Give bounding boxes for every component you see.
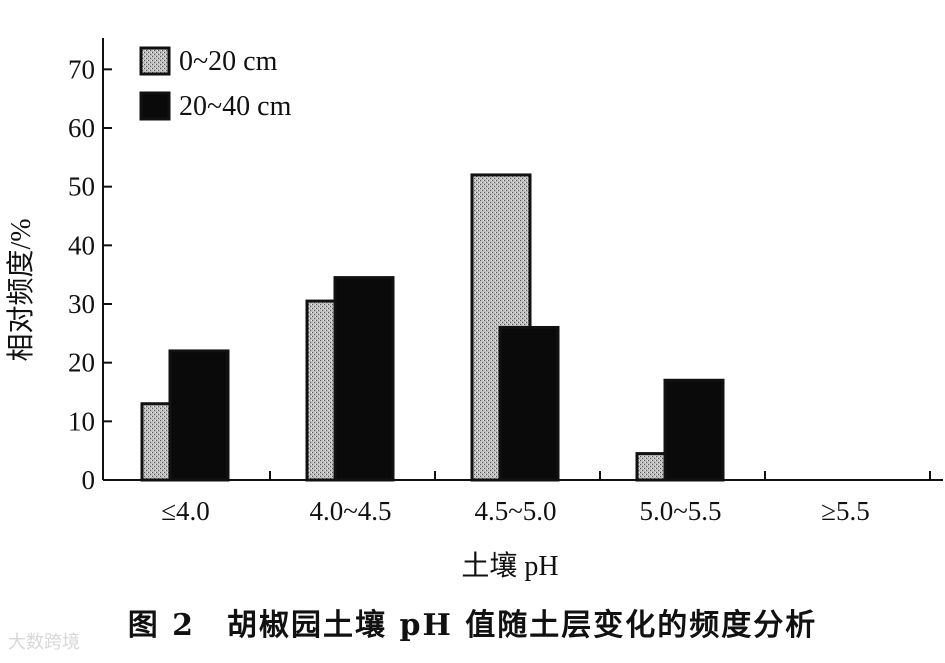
y-tick-label: 20: [68, 348, 95, 378]
bar-chart: 0 10 20 30 40 50 60 70 ≤4.0 4.0~4.5 4.5~5.0 5.0~5.5…: [5, 38, 943, 582]
legend: 0~20 cm 20~40 cm: [139, 46, 292, 122]
bars: [140, 173, 725, 482]
y-tick-label: 70: [68, 54, 95, 84]
bar-series-2: [498, 325, 560, 482]
bar-series-2: [663, 378, 725, 482]
legend-label: 0~20 cm: [179, 46, 278, 77]
y-tick-label: 40: [68, 230, 95, 260]
axes: 0 10 20 30 40 50 60 70 ≤4.0 4.0~4.5 4.5~5.0 5.0~5.5…: [68, 38, 943, 526]
watermark: 大数跨境: [8, 632, 80, 653]
x-tick-label: ≤4.0: [161, 496, 210, 526]
y-tick-label: 60: [68, 113, 95, 143]
y-tick-label: 30: [68, 289, 95, 319]
bar-series-2: [333, 276, 395, 482]
x-tick-label: ≥5.5: [821, 496, 870, 526]
legend-swatch: [139, 91, 171, 121]
y-tick-label: 50: [68, 172, 95, 202]
y-tick-label: 0: [82, 465, 96, 495]
y-axis-title: 相对频度/%: [5, 218, 37, 361]
x-tick-label: 5.0~5.5: [639, 496, 721, 526]
legend-label: 20~40 cm: [179, 91, 292, 122]
y-tick-label: 10: [68, 406, 95, 436]
figure-caption: 图 2 胡椒园土壤 pH 值随土层变化的频度分析: [127, 608, 818, 643]
x-tick-label: 4.0~4.5: [309, 496, 391, 526]
bar-series-2: [168, 349, 230, 482]
x-axis-title: 土壤 pH: [461, 550, 558, 582]
legend-swatch: [139, 46, 171, 76]
x-tick-label: 4.5~5.0: [474, 496, 556, 526]
